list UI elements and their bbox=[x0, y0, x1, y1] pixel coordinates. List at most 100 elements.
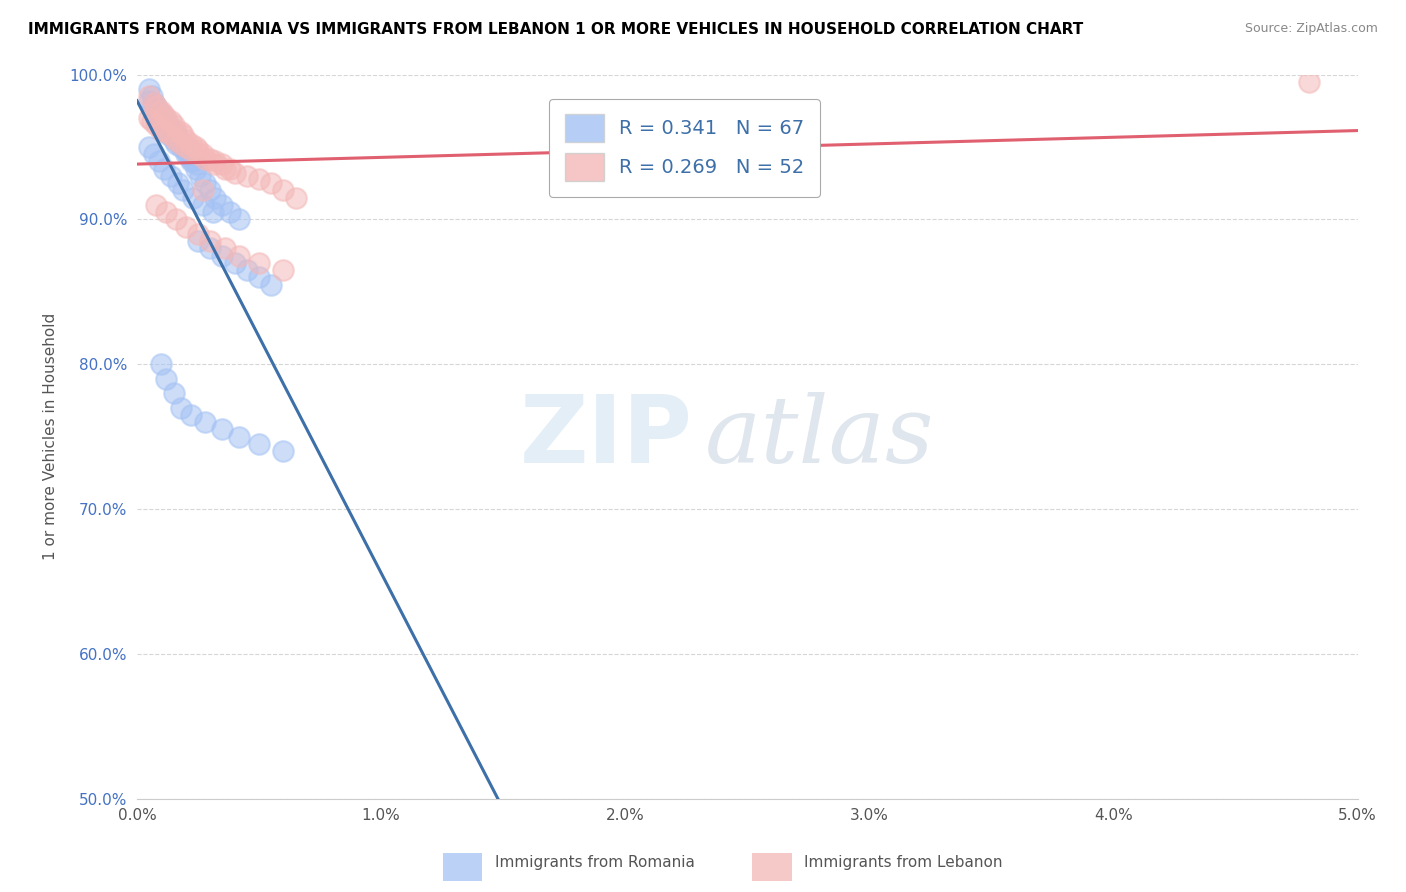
Point bbox=[180, 143, 202, 157]
Point bbox=[184, 157, 207, 171]
Point bbox=[148, 154, 170, 169]
Point bbox=[184, 161, 207, 176]
Point bbox=[170, 136, 193, 151]
Point bbox=[150, 108, 173, 122]
Point bbox=[228, 430, 250, 444]
Point bbox=[228, 249, 250, 263]
Point bbox=[247, 437, 270, 451]
Point bbox=[191, 183, 214, 197]
Text: Immigrants from Romania: Immigrants from Romania bbox=[495, 855, 695, 870]
Point bbox=[174, 143, 197, 157]
Point bbox=[181, 191, 204, 205]
Point bbox=[172, 128, 194, 143]
Point bbox=[148, 103, 170, 118]
Point bbox=[187, 147, 209, 161]
Point bbox=[153, 161, 176, 176]
Point bbox=[228, 212, 250, 227]
Point bbox=[170, 136, 193, 151]
Point bbox=[187, 143, 209, 157]
Point bbox=[204, 154, 226, 169]
Point bbox=[141, 114, 163, 128]
Point bbox=[180, 152, 202, 166]
Point bbox=[211, 249, 233, 263]
Point bbox=[218, 205, 240, 219]
Point bbox=[145, 198, 167, 212]
Point bbox=[204, 191, 226, 205]
Point bbox=[211, 198, 233, 212]
Point bbox=[170, 401, 193, 415]
Point bbox=[157, 128, 180, 143]
Point bbox=[191, 147, 214, 161]
Point bbox=[150, 122, 173, 136]
Point bbox=[162, 133, 184, 147]
Point bbox=[273, 183, 295, 197]
Point bbox=[150, 357, 173, 371]
Point bbox=[214, 161, 236, 176]
Point bbox=[214, 241, 236, 255]
Point bbox=[155, 114, 177, 128]
Point bbox=[172, 140, 194, 154]
Point bbox=[174, 133, 197, 147]
Point bbox=[170, 140, 193, 154]
Point bbox=[194, 152, 217, 166]
Point bbox=[180, 408, 202, 422]
Point bbox=[162, 386, 184, 401]
Point bbox=[138, 94, 160, 108]
Point bbox=[165, 122, 187, 136]
Point bbox=[236, 169, 259, 183]
Point bbox=[150, 118, 173, 132]
Point bbox=[224, 166, 246, 180]
Point bbox=[201, 205, 224, 219]
Point bbox=[247, 270, 270, 285]
Point bbox=[198, 152, 221, 166]
Point bbox=[150, 103, 173, 118]
Point bbox=[224, 256, 246, 270]
Point bbox=[155, 111, 177, 125]
Point bbox=[184, 140, 207, 154]
Point bbox=[141, 89, 163, 103]
Point bbox=[198, 183, 221, 197]
Point bbox=[162, 125, 184, 139]
Point bbox=[141, 99, 163, 113]
Point bbox=[145, 111, 167, 125]
Point bbox=[165, 212, 187, 227]
Point bbox=[160, 169, 183, 183]
Point bbox=[174, 219, 197, 234]
Point bbox=[1298, 75, 1320, 89]
Point bbox=[138, 111, 160, 125]
Point bbox=[177, 147, 200, 161]
Point bbox=[160, 122, 183, 136]
Text: atlas: atlas bbox=[704, 392, 934, 482]
Point bbox=[174, 140, 197, 154]
Point bbox=[260, 176, 283, 190]
Point bbox=[143, 96, 166, 111]
Point bbox=[143, 147, 166, 161]
Point bbox=[172, 183, 194, 197]
Point bbox=[180, 154, 202, 169]
Point bbox=[145, 118, 167, 132]
Point bbox=[211, 422, 233, 436]
Point bbox=[155, 205, 177, 219]
Point bbox=[247, 256, 270, 270]
Point bbox=[160, 128, 183, 143]
Point bbox=[170, 125, 193, 139]
Point bbox=[260, 277, 283, 292]
Point bbox=[187, 227, 209, 241]
Point bbox=[155, 125, 177, 139]
Text: Source: ZipAtlas.com: Source: ZipAtlas.com bbox=[1244, 22, 1378, 36]
Point bbox=[194, 176, 217, 190]
Point bbox=[138, 140, 160, 154]
Point bbox=[145, 99, 167, 113]
Point bbox=[145, 99, 167, 113]
Point bbox=[155, 125, 177, 139]
Y-axis label: 1 or more Vehicles in Household: 1 or more Vehicles in Household bbox=[44, 313, 58, 560]
Point bbox=[187, 234, 209, 248]
Point bbox=[247, 171, 270, 186]
Point bbox=[153, 111, 176, 125]
Point bbox=[160, 114, 183, 128]
Point bbox=[165, 136, 187, 151]
Point bbox=[236, 263, 259, 277]
Point bbox=[190, 169, 212, 183]
Point bbox=[198, 234, 221, 248]
Point bbox=[181, 154, 204, 169]
